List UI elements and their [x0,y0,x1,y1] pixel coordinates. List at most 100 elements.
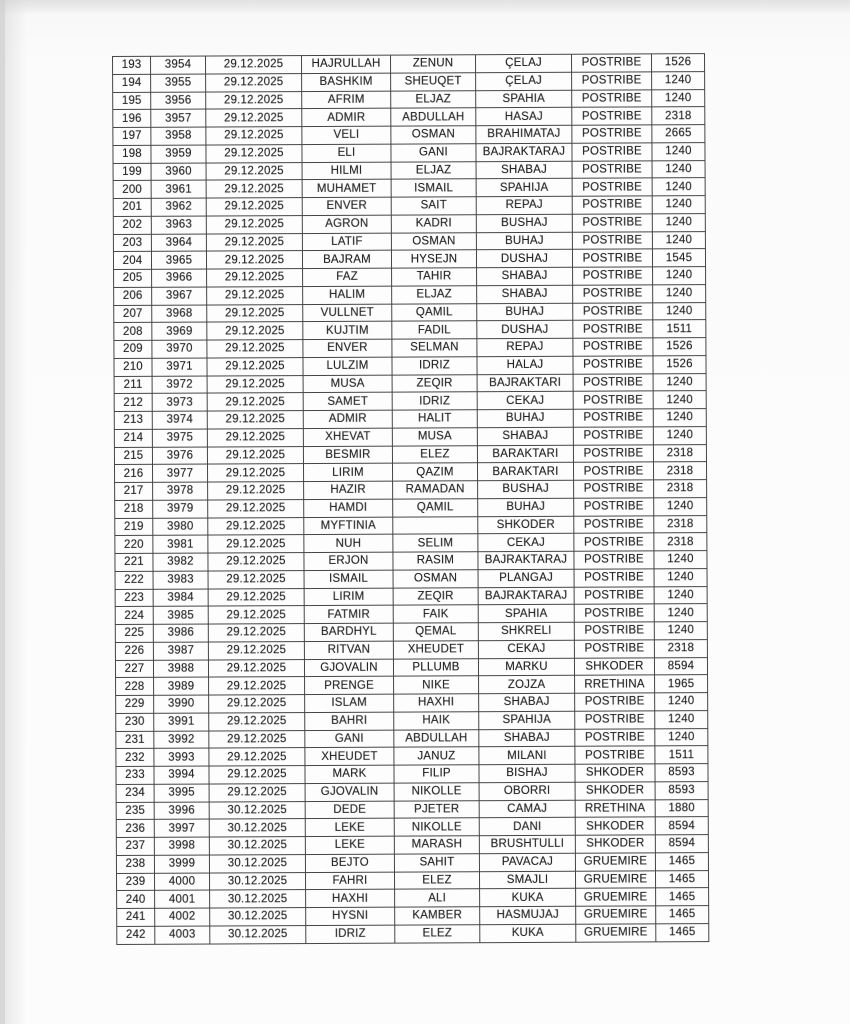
table-cell: 29.12.2025 [205,108,302,128]
table-cell: POSTRIBE [574,639,655,658]
table-cell: 30.12.2025 [209,801,306,820]
table-cell: VELI [301,126,391,145]
table-cell: ENVER [302,197,392,216]
table-cell: 3994 [153,766,210,785]
table-cell: AFRIM [301,90,391,109]
table-cell: 1240 [651,89,705,108]
table-cell: REPAJ [476,196,573,215]
table-cell: 3981 [152,535,208,554]
table-cell: GRUEMIRE [575,852,656,871]
table-cell: 1240 [654,568,708,587]
table-cell: GJOVALIN [305,782,395,802]
table-cell: ABDULLAH [393,729,479,748]
table-cell: POSTRIBE [572,337,653,357]
table-cell: POSTRIBE [571,124,652,144]
table-cell: OBORRI [479,781,576,801]
scanner-edge-shadow [5,0,27,1024]
table-cell: REPAJ [476,338,573,357]
table-cell: 4001 [154,890,210,909]
table-cell: ALI [394,888,480,908]
table-cell: ÇELAJ [475,72,572,91]
table-cell: MUSA [392,427,478,446]
table-cell: 241 [116,908,155,927]
table-row: 242 4003 30.12.2025 IDRIZ ELEZ KUKA GRUEMIRE 14… [116,923,709,944]
table-cell: HASMUJAJ [479,906,576,925]
table-cell: 220 [114,535,153,554]
table-cell: 29.12.2025 [207,534,304,554]
table-cell: 193 [112,56,151,75]
table-cell: 199 [113,162,152,181]
table-cell: 29.12.2025 [208,694,305,713]
table-cell: 3972 [152,375,208,394]
table-cell: HAXHI [305,889,395,908]
table-cell: 29.12.2025 [206,233,303,252]
table-cell: SPAHIA [478,604,575,623]
table-cell: 3967 [151,286,207,305]
table-cell: 29.12.2025 [206,197,303,216]
table-cell: POSTRIBE [574,710,655,729]
table-cell: RASIM [392,551,479,570]
table-cell: BRAHIMATAJ [475,125,572,144]
table-cell: XHEUDET [304,747,394,766]
table-cell: 3988 [153,659,209,678]
table-cell: LULZIM [302,356,393,376]
table-cell: 8594 [654,657,708,676]
table-cell: 29.12.2025 [208,659,305,678]
table-cell: 3998 [154,837,210,856]
table-cell: MARK [304,765,395,784]
table-cell: BASHKIM [301,72,391,92]
table-cell: MYFTINIA [303,516,393,535]
table-cell: 228 [115,677,154,696]
table-cell: 235 [116,801,155,820]
table-cell: 210 [113,358,153,376]
table-cell: POSTRIBE [572,302,653,321]
table-cell: QAMIL [391,303,477,322]
table-cell: GANI [304,729,394,748]
table-cell: 209 [113,340,152,359]
table-cell: GRUEMIRE [575,923,656,942]
table-cell: 1240 [653,390,707,409]
table-cell: SHKODER [575,781,656,800]
scanner-edge-strip [0,0,5,1024]
table-cell: POSTRIBE [572,266,653,286]
table-cell: 3955 [150,73,206,92]
table-cell: HYSNI [305,907,395,926]
table-cell: ELJAZ [391,161,477,180]
table-cell: FADIL [391,320,477,340]
table-cell: 29.12.2025 [207,410,304,429]
table-cell: 4002 [154,908,210,927]
table-cell: 3996 [154,801,210,820]
table-cell: BRUSHTULLI [479,835,576,854]
table-cell: 1240 [654,692,708,711]
table-cell: ERJON [303,552,394,571]
table-cell: 2318 [653,515,707,534]
table-cell: 30.12.2025 [209,925,306,944]
table-cell: KUKA [479,888,576,907]
table-cell: 1465 [655,905,709,924]
table-cell: POSTRIBE [574,692,655,711]
table-cell: POSTRIBE [571,107,652,126]
table-cell: 30.12.2025 [209,854,306,873]
table-cell: ADMIR [301,108,391,127]
table-cell: SHABAJ [476,285,573,304]
table-cell: FILIP [393,764,480,783]
table-cell: BARAKTARI [477,444,574,463]
table-cell: HALAJ [476,356,574,375]
table-cell: 29.12.2025 [208,676,305,696]
table-cell: 1240 [653,550,708,569]
table-cell: POSTRIBE [571,142,653,161]
table-cell: 1511 [652,319,706,338]
table-cell: 237 [116,837,155,856]
table-cell: 230 [115,713,154,731]
table-cell: 29.12.2025 [205,91,302,110]
table-cell: 3995 [154,783,210,802]
table-cell: BISHAJ [478,764,576,783]
table-cell: 29.12.2025 [208,605,305,625]
table-cell: GRUEMIRE [575,870,656,889]
table-cell: SPAHIA [475,89,572,108]
table-cell: POSTRIBE [574,746,655,765]
table-cell: 30.12.2025 [209,872,306,891]
table-cell: SHEUQET [390,72,476,91]
table-cell: BAHRI [304,711,394,731]
table-cell: KADRI [391,214,477,233]
